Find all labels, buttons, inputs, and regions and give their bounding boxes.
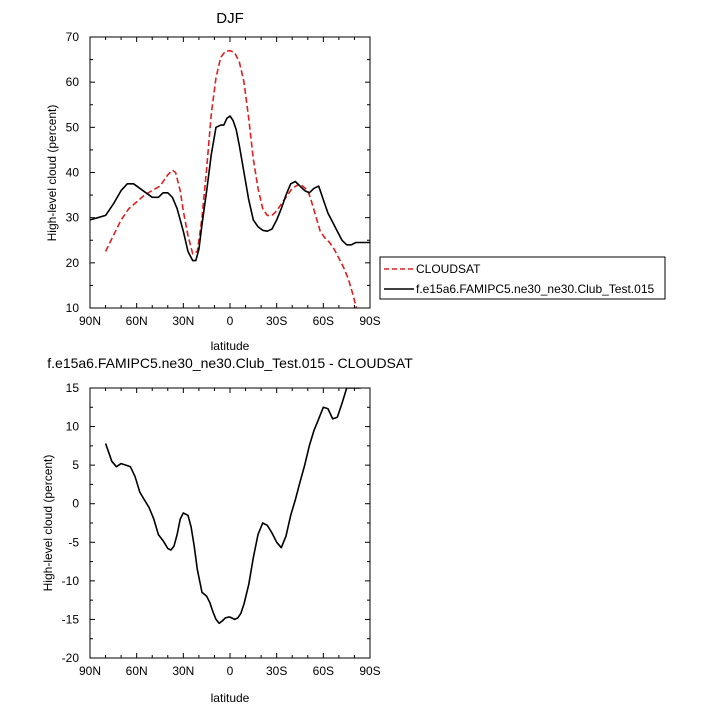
legend-label-model: f.e15a6.FAMIPC5.ne30_ne30.Club_Test.015 [416, 282, 654, 296]
bottom-x-tick-label: 30N [172, 664, 194, 678]
top-chart-legend: CLOUDSAT f.e15a6.FAMIPC5.ne30_ne30.Club_… [379, 256, 666, 300]
top-chart-title: DJF [216, 10, 244, 27]
top-x-tick-label: 60N [126, 314, 148, 328]
top-x-tick-label: 30S [266, 314, 287, 328]
top-y-tick-label: 30 [66, 211, 80, 225]
legend-label-cloudsat: CLOUDSAT [416, 262, 481, 276]
top-series-line-0 [104, 49, 358, 308]
top-y-tick-label: 20 [66, 256, 80, 270]
bottom-x-tick-label: 30S [266, 664, 287, 678]
top-x-tick-label: 90S [359, 314, 380, 328]
top-y-tick-label: 50 [66, 120, 80, 134]
bottom-y-tick-label: -15 [62, 612, 80, 626]
bottom-x-tick-label: 60N [126, 664, 148, 678]
top-chart-series [90, 49, 370, 308]
top-y-tick-label: 60 [66, 75, 80, 89]
bottom-y-tick-label: 10 [66, 420, 80, 434]
bottom-y-tick-label: -5 [68, 535, 79, 549]
bottom-x-tick-label: 0 [227, 664, 234, 678]
bottom-x-tick-label: 60S [313, 664, 334, 678]
top-chart-x-axis-label: latitude [211, 339, 250, 353]
bottom-y-tick-label: 15 [66, 381, 80, 395]
top-x-tick-label: 0 [227, 314, 234, 328]
top-chart-plot-frame [89, 36, 371, 309]
bottom-y-tick-label: -20 [62, 651, 80, 665]
top-x-tick-label: 90N [79, 314, 101, 328]
bottom-x-tick-label: 90N [79, 664, 101, 678]
bottom-chart-title: f.e15a6.FAMIPC5.ne30_ne30.Club_Test.015 … [47, 355, 413, 371]
bottom-series-line-0 [104, 388, 361, 625]
bottom-chart-ticks: 90N 60N 30N 0 30S 60S 90S -20 -15 -10 -5 0 5 10 15 [62, 381, 381, 678]
top-x-tick-label: 60S [313, 314, 334, 328]
legend-box [379, 256, 666, 300]
bottom-x-tick-label: 90S [359, 664, 380, 678]
bottom-chart-plot-frame [89, 387, 371, 659]
top-series-line-1 [90, 115, 370, 262]
bottom-chart-y-axis-label: High-level cloud (percent) [41, 455, 55, 592]
bottom-y-tick-label: 0 [72, 497, 79, 511]
bottom-chart: f.e15a6.FAMIPC5.ne30_ne30.Club_Test.015 … [41, 355, 413, 705]
top-y-tick-label: 40 [66, 166, 80, 180]
bottom-y-tick-label: 5 [72, 458, 79, 472]
bottom-y-tick-label: -10 [62, 574, 80, 588]
top-x-tick-label: 30N [172, 314, 194, 328]
top-y-tick-label: 10 [66, 301, 80, 315]
top-chart-ticks: 90N 60N 30N 0 30S 60S 90S 10 20 30 40 50 60 70 [66, 30, 381, 328]
top-y-tick-label: 70 [66, 30, 80, 44]
top-chart: DJF High-level cloud (percent) latitude … [45, 10, 381, 353]
top-chart-y-axis-label: High-level cloud (percent) [45, 105, 59, 242]
bottom-chart-x-axis-label: latitude [211, 691, 250, 705]
bottom-chart-series [104, 388, 361, 625]
